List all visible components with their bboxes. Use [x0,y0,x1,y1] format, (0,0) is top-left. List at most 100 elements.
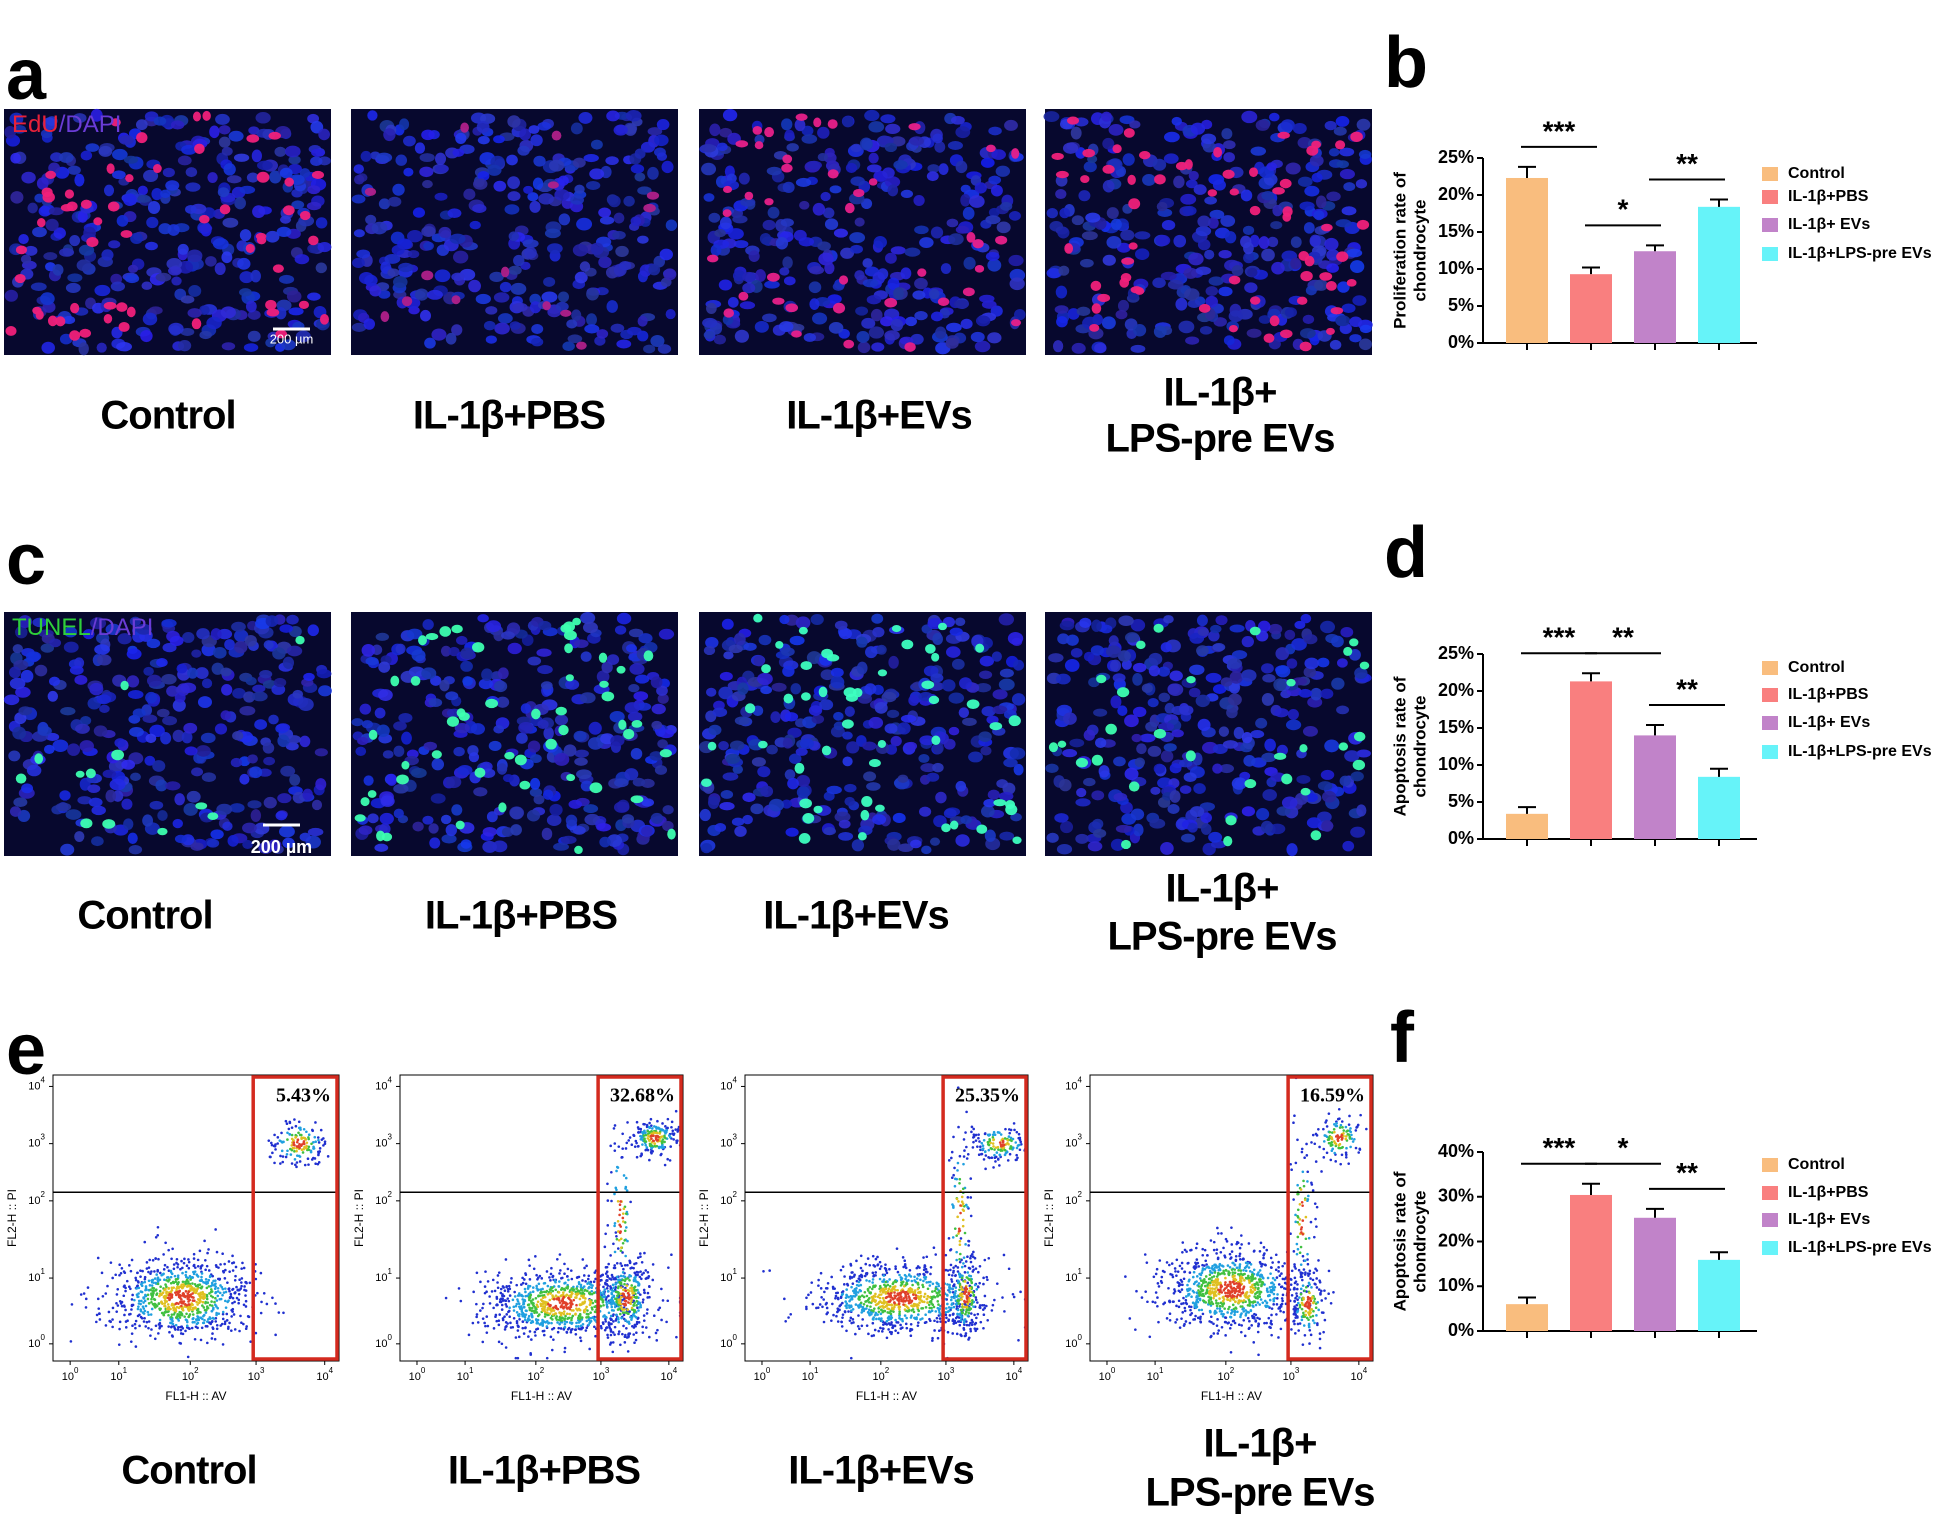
event-dot [139,1315,143,1319]
nucleus [1297,176,1313,187]
nucleus [1148,652,1163,666]
stained-nucleus [456,708,466,718]
event-dot [624,1187,627,1190]
nucleus [1075,798,1091,807]
event-dot [609,1333,613,1337]
nucleus [509,321,521,330]
event-dot [675,1139,678,1143]
nucleus [493,135,505,144]
group-label: Control [121,1449,256,1493]
event-dot [499,1291,503,1295]
nucleus [587,737,603,750]
event-dot [208,1303,212,1307]
nucleus [1193,184,1207,195]
event-dot [104,1324,108,1327]
nucleus [549,159,565,172]
nucleus [884,330,900,341]
nucleus [568,799,583,809]
nucleus [314,748,328,757]
stained-nucleus [80,818,93,829]
nucleus [91,805,106,816]
nucleus [209,125,220,139]
nucleus [1178,759,1193,768]
nucleus [920,763,936,773]
nucleus [985,215,1001,225]
nucleus [180,295,195,304]
event-dot [295,1149,298,1153]
nucleus [1090,645,1104,656]
event-dot [243,1288,246,1292]
nucleus [722,772,739,781]
nucleus [598,207,612,218]
event-dot [508,1306,511,1310]
nucleus [876,644,887,655]
event-dot [153,1298,157,1301]
event-dot [479,1309,482,1312]
nucleus [174,793,185,806]
event-dot [219,1263,222,1266]
nucleus [728,644,743,654]
stained-nucleus [813,805,823,814]
event-dot [172,1286,176,1289]
event-dot [221,1252,224,1256]
event-dot [200,1272,204,1275]
nucleus [979,294,995,303]
nucleus [851,839,865,852]
nucleus [45,732,60,741]
nucleus [589,168,605,180]
nucleus [794,118,806,132]
stained-nucleus [966,699,980,710]
nucleus [632,777,646,787]
event-dot [147,1266,151,1269]
event-dot [214,1316,218,1320]
event-dot [304,1138,308,1141]
nucleus [470,723,485,735]
event-dot [230,1308,233,1312]
event-dot [604,1298,608,1301]
nucleus [411,649,426,662]
nucleus [386,773,398,786]
event-dot [497,1271,501,1274]
nucleus [1341,303,1356,314]
nucleus [9,666,21,679]
event-dot [243,1285,246,1288]
nucleus [221,684,233,696]
stained-nucleus [563,630,577,641]
nucleus [932,133,943,144]
nucleus [782,256,793,269]
nucleus [502,774,514,783]
event-dot [184,1303,187,1306]
nucleus [406,628,423,640]
event-dot [497,1323,501,1327]
event-dot [237,1301,240,1305]
event-dot [617,1332,620,1336]
nucleus [948,726,960,736]
stained-nucleus [202,110,211,121]
nucleus [116,342,132,352]
event-dot [609,1314,613,1318]
event-dot [496,1281,499,1284]
event-dot [256,1291,259,1295]
nucleus [123,193,137,207]
nucleus [546,814,562,826]
stained-nucleus [460,122,469,133]
nucleus [946,218,959,228]
nucleus [1294,792,1309,805]
nucleus [665,219,678,231]
stained-nucleus [1116,687,1130,698]
nucleus [493,629,504,642]
nucleus [864,109,880,122]
tick-base: 10 [28,1138,40,1150]
nucleus [1300,613,1312,624]
event-dot [646,1291,650,1295]
event-dot [145,1267,149,1270]
event-dot [188,1313,192,1316]
stained-nucleus [1055,170,1069,179]
event-dot [139,1302,142,1306]
nucleus [147,201,161,215]
event-dot [523,1315,527,1319]
nucleus [507,191,521,202]
event-dot [641,1300,645,1304]
nucleus [74,173,85,187]
event-dot [626,1350,630,1353]
